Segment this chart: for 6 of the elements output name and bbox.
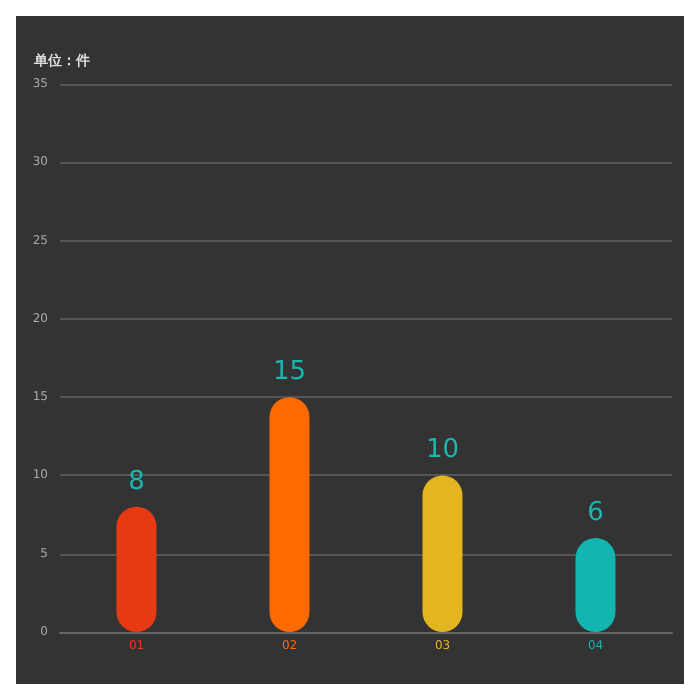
bar bbox=[269, 397, 310, 632]
data-label: 8 bbox=[128, 466, 145, 497]
data-label: 6 bbox=[587, 498, 604, 529]
data-label: 10 bbox=[425, 435, 460, 466]
data-label: 15 bbox=[272, 357, 307, 388]
bar bbox=[422, 475, 463, 632]
